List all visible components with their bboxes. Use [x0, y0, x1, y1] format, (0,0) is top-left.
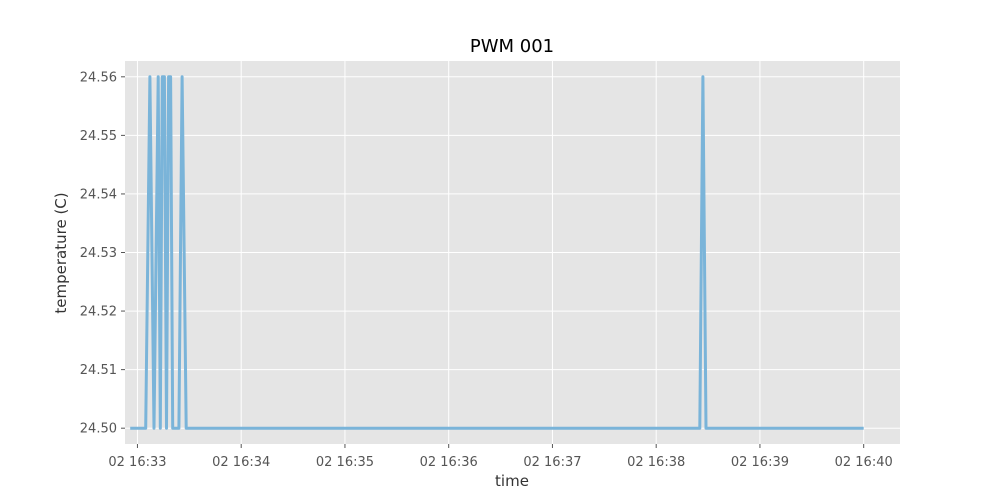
x-tick-label: 02 16:36 — [420, 455, 478, 470]
y-axis-ticks: 24.50 24.51 24.52 24.53 24.54 24.55 24.56 — [80, 70, 125, 437]
x-tick-label: 02 16:34 — [212, 455, 270, 470]
series-line-temperature — [130, 75, 864, 430]
y-axis-label: temperature (C) — [52, 192, 70, 313]
y-tick-label: 24.55 — [80, 129, 117, 144]
x-tick-label: 02 16:35 — [316, 455, 374, 470]
x-axis-ticks: 02 16:33 02 16:34 02 16:35 02 16:36 02 16:37… — [108, 444, 893, 470]
y-tick-label: 24.56 — [80, 70, 117, 85]
x-axis-label: time — [495, 472, 529, 490]
chart-title: PWM 001 — [470, 36, 554, 57]
x-tick-label: 02 16:39 — [731, 455, 789, 470]
series-group — [130, 75, 864, 430]
y-tick-label: 24.51 — [80, 363, 117, 378]
x-tick-label: 02 16:37 — [523, 455, 581, 470]
y-tick-label: 24.53 — [80, 246, 117, 261]
y-tick-label: 24.50 — [80, 422, 117, 437]
x-tick-label: 02 16:38 — [627, 455, 685, 470]
y-tick-label: 24.54 — [80, 187, 117, 202]
x-tick-label: 02 16:33 — [108, 455, 166, 470]
x-tick-label: 02 16:40 — [835, 455, 893, 470]
y-tick-label: 24.52 — [80, 305, 117, 320]
